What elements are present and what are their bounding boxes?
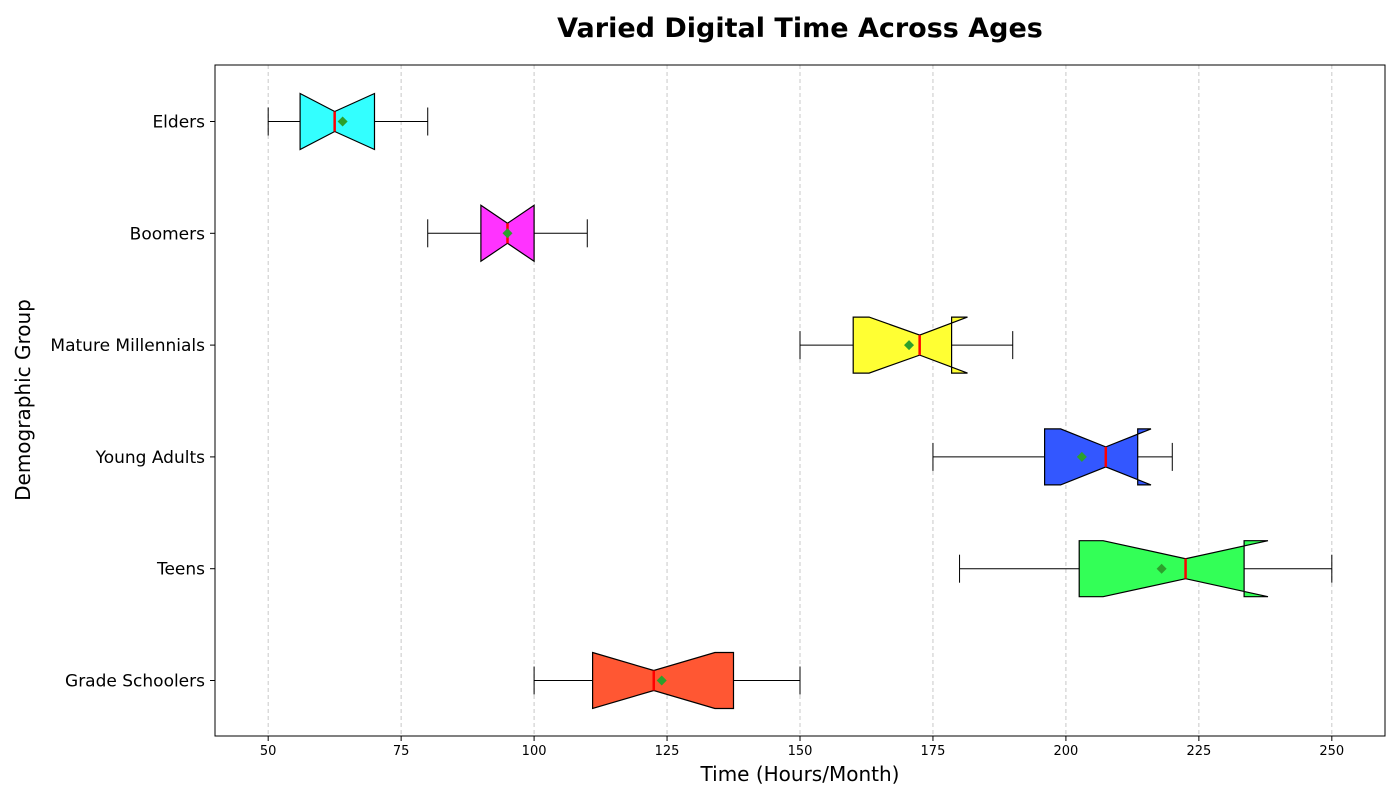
y-category-label: Teens: [156, 560, 205, 580]
y-category-label: Young Adults: [95, 448, 206, 468]
box-grade-schoolers: [533, 651, 801, 710]
mean-marker: [337, 116, 348, 127]
boxes-layer: [267, 92, 1333, 710]
x-axis-label: Time (Hours/Month): [700, 762, 900, 786]
x-axis-ticks: 50 75 100 125 150 175 200 225 250: [260, 736, 1344, 759]
x-tick-label: 50: [260, 744, 277, 759]
y-category-label: Mature Millennials: [50, 336, 205, 356]
box-elders: [267, 92, 429, 151]
mean-marker: [656, 675, 667, 686]
box-body: [1078, 540, 1269, 598]
y-axis-label: Demographic Group: [11, 299, 35, 501]
box-young-adults: [932, 428, 1173, 486]
box-body: [1043, 428, 1152, 486]
y-category-label: Elders: [152, 113, 205, 133]
x-tick-label: 200: [1053, 744, 1078, 759]
mean-marker: [1076, 451, 1087, 462]
y-axis-categories: Grade Schoolers Teens Young Adults Mature M…: [50, 113, 215, 692]
x-tick-label: 225: [1186, 744, 1211, 759]
chart-title: Varied Digital Time Across Ages: [557, 13, 1043, 44]
x-tick-label: 100: [522, 744, 547, 759]
box-teens: [959, 540, 1333, 598]
y-category-label: Boomers: [130, 224, 205, 244]
x-tick-label: 250: [1319, 744, 1344, 759]
box-mature-millennials: [799, 316, 1014, 374]
mean-marker: [1156, 563, 1167, 574]
mean-marker: [904, 340, 915, 351]
x-tick-label: 75: [393, 744, 410, 759]
x-tick-label: 175: [921, 744, 946, 759]
mean-marker: [502, 228, 513, 239]
x-tick-label: 150: [788, 744, 813, 759]
y-category-label: Grade Schoolers: [65, 672, 205, 692]
x-tick-label: 125: [655, 744, 680, 759]
box-boomers: [427, 204, 588, 263]
